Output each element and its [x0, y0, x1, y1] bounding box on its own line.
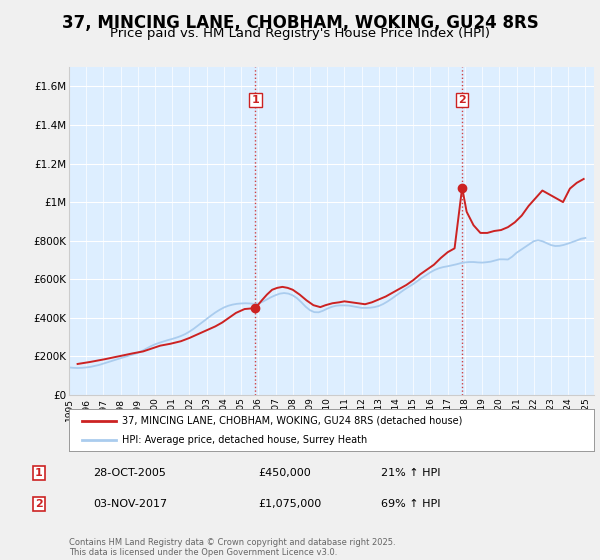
Text: 2: 2 [458, 95, 466, 105]
Text: £450,000: £450,000 [258, 468, 311, 478]
Text: 28-OCT-2005: 28-OCT-2005 [93, 468, 166, 478]
Text: 69% ↑ HPI: 69% ↑ HPI [381, 499, 440, 509]
Text: Contains HM Land Registry data © Crown copyright and database right 2025.
This d: Contains HM Land Registry data © Crown c… [69, 538, 395, 557]
Text: 1: 1 [251, 95, 259, 105]
Text: 37, MINCING LANE, CHOBHAM, WOKING, GU24 8RS: 37, MINCING LANE, CHOBHAM, WOKING, GU24 … [62, 14, 538, 32]
Text: 03-NOV-2017: 03-NOV-2017 [93, 499, 167, 509]
Text: 37, MINCING LANE, CHOBHAM, WOKING, GU24 8RS (detached house): 37, MINCING LANE, CHOBHAM, WOKING, GU24 … [121, 416, 462, 426]
Text: 21% ↑ HPI: 21% ↑ HPI [381, 468, 440, 478]
Text: 1: 1 [35, 468, 43, 478]
Text: £1,075,000: £1,075,000 [258, 499, 321, 509]
Text: 2: 2 [35, 499, 43, 509]
Text: Price paid vs. HM Land Registry's House Price Index (HPI): Price paid vs. HM Land Registry's House … [110, 27, 490, 40]
Text: HPI: Average price, detached house, Surrey Heath: HPI: Average price, detached house, Surr… [121, 435, 367, 445]
